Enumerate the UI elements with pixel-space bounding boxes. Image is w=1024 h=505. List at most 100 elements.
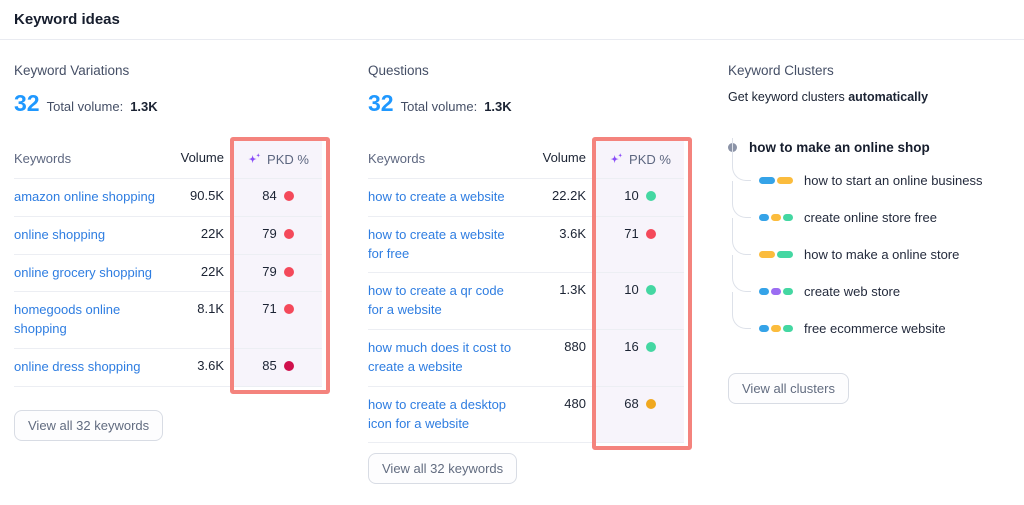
pkd-value: 10 bbox=[624, 282, 639, 298]
pkd-cell: 71 bbox=[234, 292, 322, 349]
clusters-subtitle-bold: automatically bbox=[848, 90, 929, 104]
pkd-value: 79 bbox=[262, 263, 277, 279]
pkd-difficulty-dot-icon bbox=[283, 228, 294, 239]
total-volume-value: 1.3K bbox=[484, 99, 512, 114]
pkd-cell: 84 bbox=[234, 178, 322, 216]
volume-value: 3.6K bbox=[197, 358, 224, 374]
cluster-segments-bar-icon bbox=[759, 214, 793, 221]
keyword-row: how to create a qr code for a website 1.3… bbox=[368, 273, 684, 331]
pkd-header-label: PKD % bbox=[629, 151, 671, 167]
keyword-link[interactable]: how to create a qr code for a website bbox=[368, 283, 504, 318]
cluster-children-list: how to start an online business create on… bbox=[728, 138, 1020, 347]
volume-value: 22K bbox=[200, 225, 224, 241]
view-all-clusters-button[interactable]: View all clusters bbox=[728, 373, 849, 404]
volume-column-header: Volume bbox=[542, 150, 586, 165]
volume-value: 22.2K bbox=[552, 187, 586, 203]
pkd-cell: 10 bbox=[596, 273, 684, 330]
variations-table: Keywords Volume PKD % amazon online shop… bbox=[14, 137, 330, 394]
view-all-keywords-button[interactable]: View all 32 keywords bbox=[368, 453, 518, 485]
cluster-segment bbox=[759, 325, 769, 332]
pkd-difficulty-dot-icon bbox=[645, 228, 656, 239]
volume-value: 22K bbox=[200, 263, 224, 279]
cluster-segments-bar-icon bbox=[759, 177, 793, 184]
pkd-value: 85 bbox=[262, 358, 277, 374]
pkd-cell: 79 bbox=[234, 216, 322, 254]
pkd-header-label: PKD % bbox=[267, 151, 309, 167]
cluster-segments-bar-icon bbox=[759, 251, 793, 258]
keyword-row: how to create a website 22.2K 10 bbox=[368, 178, 684, 217]
clusters-subtitle-text: Get keyword clusters bbox=[728, 90, 849, 104]
cluster-child-label: create web store bbox=[804, 284, 901, 299]
questions-section: Questions 32 Total volume: 1.3K Keywords… bbox=[368, 63, 692, 485]
count-line: 32 Total volume: 1.3K bbox=[368, 90, 684, 117]
keyword-count: 32 bbox=[368, 90, 394, 116]
cluster-child-item[interactable]: how to start an online business bbox=[728, 138, 1020, 199]
cluster-segment bbox=[759, 251, 775, 258]
keyword-link[interactable]: how to create a desktop icon for a websi… bbox=[368, 396, 507, 431]
keyword-cell: online grocery shopping bbox=[14, 255, 166, 292]
keyword-row: online grocery shopping 22K 79 bbox=[14, 254, 322, 293]
pkd-difficulty-dot-icon bbox=[645, 190, 656, 201]
questions-table-body: how to create a website 22.2K 10 how to cre… bbox=[368, 178, 684, 444]
volume-value: 8.1K bbox=[197, 301, 224, 317]
cluster-child-item[interactable]: how to make a online store bbox=[728, 218, 1020, 273]
keyword-link[interactable]: amazon online shopping bbox=[14, 188, 155, 204]
view-all-keywords-button[interactable]: View all 32 keywords bbox=[14, 409, 164, 441]
keyword-row: how much does it cost to create a websit… bbox=[368, 330, 684, 387]
cluster-segments-bar-icon bbox=[759, 288, 793, 295]
pkd-difficulty-dot-icon bbox=[283, 304, 294, 315]
page-header: Keyword ideas bbox=[0, 0, 1024, 40]
keyword-link[interactable]: homegoods online shopping bbox=[14, 302, 121, 337]
cluster-parent-label: how to make an online shop bbox=[749, 140, 930, 155]
keyword-cell: how much does it cost to create a websit… bbox=[368, 330, 528, 386]
cluster-segment bbox=[783, 214, 793, 221]
keyword-cell: how to create a qr code for a website bbox=[368, 273, 528, 329]
total-volume-value: 1.3K bbox=[130, 99, 158, 114]
pkd-column-header: PKD % bbox=[596, 141, 684, 178]
pkd-value: 10 bbox=[624, 187, 639, 203]
section-heading: Keyword Variations bbox=[14, 63, 130, 78]
pkd-value: 16 bbox=[624, 339, 639, 355]
keyword-link[interactable]: how to create a website for free bbox=[368, 226, 505, 261]
keyword-cell: amazon online shopping bbox=[14, 179, 166, 216]
volume-value: 3.6K bbox=[559, 225, 586, 241]
keyword-link[interactable]: online grocery shopping bbox=[14, 264, 153, 280]
pkd-difficulty-dot-icon bbox=[645, 285, 656, 296]
sparkles-icon bbox=[610, 152, 623, 164]
keywords-column-header: Keywords bbox=[368, 151, 426, 166]
section-heading: Keyword Clusters bbox=[728, 63, 834, 78]
volume-value: 1.3K bbox=[559, 282, 586, 298]
clusters-subtitle: Get keyword clusters automatically bbox=[728, 90, 1020, 104]
cluster-segment bbox=[783, 325, 793, 332]
keyword-link[interactable]: online shopping bbox=[14, 226, 106, 242]
keyword-link[interactable]: online dress shopping bbox=[14, 359, 141, 375]
keyword-link[interactable]: how much does it cost to create a websit… bbox=[368, 340, 512, 374]
pkd-cell: 68 bbox=[596, 386, 684, 443]
cluster-child-item[interactable]: create web store bbox=[728, 255, 1020, 310]
cluster-segment bbox=[759, 177, 775, 184]
total-volume-label: Total volume: bbox=[46, 99, 124, 114]
cluster-segment bbox=[771, 325, 781, 332]
keyword-clusters-section: Keyword Clusters Get keyword clusters au… bbox=[728, 63, 1020, 484]
cluster-segment bbox=[759, 288, 769, 295]
keyword-cell: homegoods online shopping bbox=[14, 292, 166, 348]
keyword-cell: how to create a desktop icon for a websi… bbox=[368, 387, 528, 443]
pkd-value: 71 bbox=[624, 225, 639, 241]
cluster-child-item[interactable]: create online store free bbox=[728, 181, 1020, 236]
keywords-column-header: Keywords bbox=[14, 151, 72, 166]
keyword-link[interactable]: how to create a website bbox=[368, 188, 505, 204]
cluster-parent-item[interactable]: how to make an online shop bbox=[728, 140, 1020, 155]
cluster-child-item[interactable]: free ecommerce website bbox=[728, 292, 1020, 347]
cluster-segment bbox=[771, 214, 781, 221]
keyword-cell: how to create a website bbox=[368, 179, 528, 216]
page-title: Keyword ideas bbox=[14, 11, 120, 28]
pkd-column-header: PKD % bbox=[234, 141, 322, 178]
pkd-value: 79 bbox=[262, 225, 277, 241]
pkd-cell: 85 bbox=[234, 349, 322, 386]
pkd-difficulty-dot-icon bbox=[283, 190, 294, 201]
pkd-cell: 79 bbox=[234, 254, 322, 292]
pkd-difficulty-dot-icon bbox=[283, 266, 294, 277]
cluster-segment bbox=[771, 288, 781, 295]
keyword-row: homegoods online shopping 8.1K 71 bbox=[14, 292, 322, 350]
columns-container: Keyword Variations 32 Total volume: 1.3K… bbox=[0, 40, 1024, 485]
